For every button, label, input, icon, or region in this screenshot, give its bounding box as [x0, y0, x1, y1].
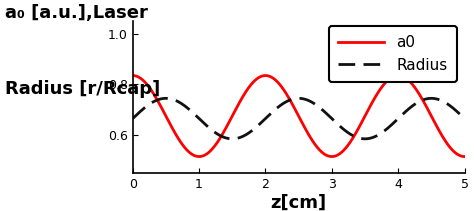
Text: Radius [r/Rcap]: Radius [r/Rcap] [5, 80, 160, 98]
X-axis label: z[cm]: z[cm] [271, 194, 327, 211]
Text: a₀ [a.u.],Laser: a₀ [a.u.],Laser [5, 4, 147, 22]
Legend: a0, Radius: a0, Radius [329, 26, 457, 82]
